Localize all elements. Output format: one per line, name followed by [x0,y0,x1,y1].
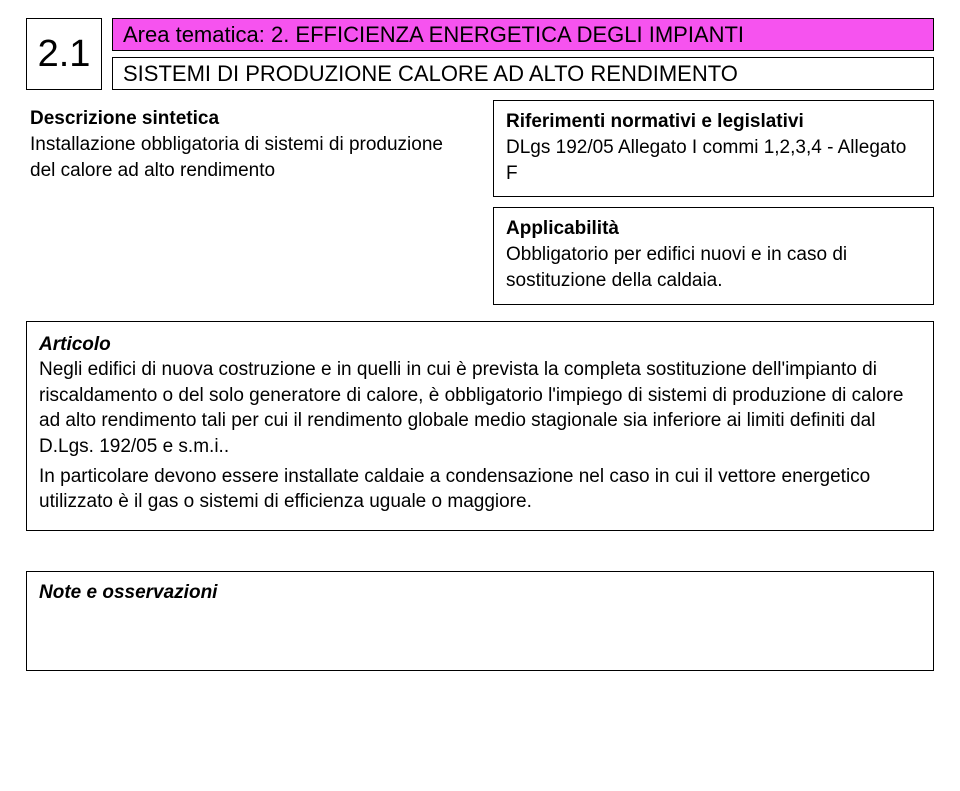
article-title: Articolo [39,332,921,358]
page: 2.1 Area tematica: 2. EFFICIENZA ENERGET… [0,0,960,689]
normative-text: DLgs 192/05 Allegato I commi 1,2,3,4 - A… [506,135,921,186]
article-para1: Negli edifici di nuova costruzione e in … [39,359,903,457]
article-para2: In particolare devono essere installate … [39,464,921,515]
applicability-title: Applicabilità [506,218,921,240]
area-label: Area tematica: [123,22,271,47]
normative-title: Riferimenti normativi e legislativi [506,111,921,133]
two-col: Descrizione sintetica Installazione obbl… [26,100,934,305]
description-box: Descrizione sintetica Installazione obbl… [26,100,475,305]
header-stack: Area tematica: 2. EFFICIENZA ENERGETICA … [112,18,934,90]
description-title: Descrizione sintetica [30,108,471,130]
applicability-box: Applicabilità Obbligatorio per edifici n… [493,207,934,304]
area-value: 2. EFFICIENZA ENERGETICA DEGLI IMPIANTI [271,22,744,47]
right-col: Riferimenti normativi e legislativi DLgs… [493,100,934,305]
subtitle-bar: SISTEMI DI PRODUZIONE CALORE AD ALTO REN… [112,57,934,90]
notes-box: Note e osservazioni [26,571,934,671]
area-bar: Area tematica: 2. EFFICIENZA ENERGETICA … [112,18,934,51]
description-text: Installazione obbligatoria di sistemi di… [30,132,471,183]
header-row: 2.1 Area tematica: 2. EFFICIENZA ENERGET… [26,18,934,90]
notes-title: Note e osservazioni [39,582,217,603]
applicability-text: Obbligatorio per edifici nuovi e in caso… [506,242,921,293]
article-box: Articolo Negli edifici di nuova costruzi… [26,321,934,531]
normative-box: Riferimenti normativi e legislativi DLgs… [493,100,934,197]
section-number: 2.1 [26,18,102,90]
